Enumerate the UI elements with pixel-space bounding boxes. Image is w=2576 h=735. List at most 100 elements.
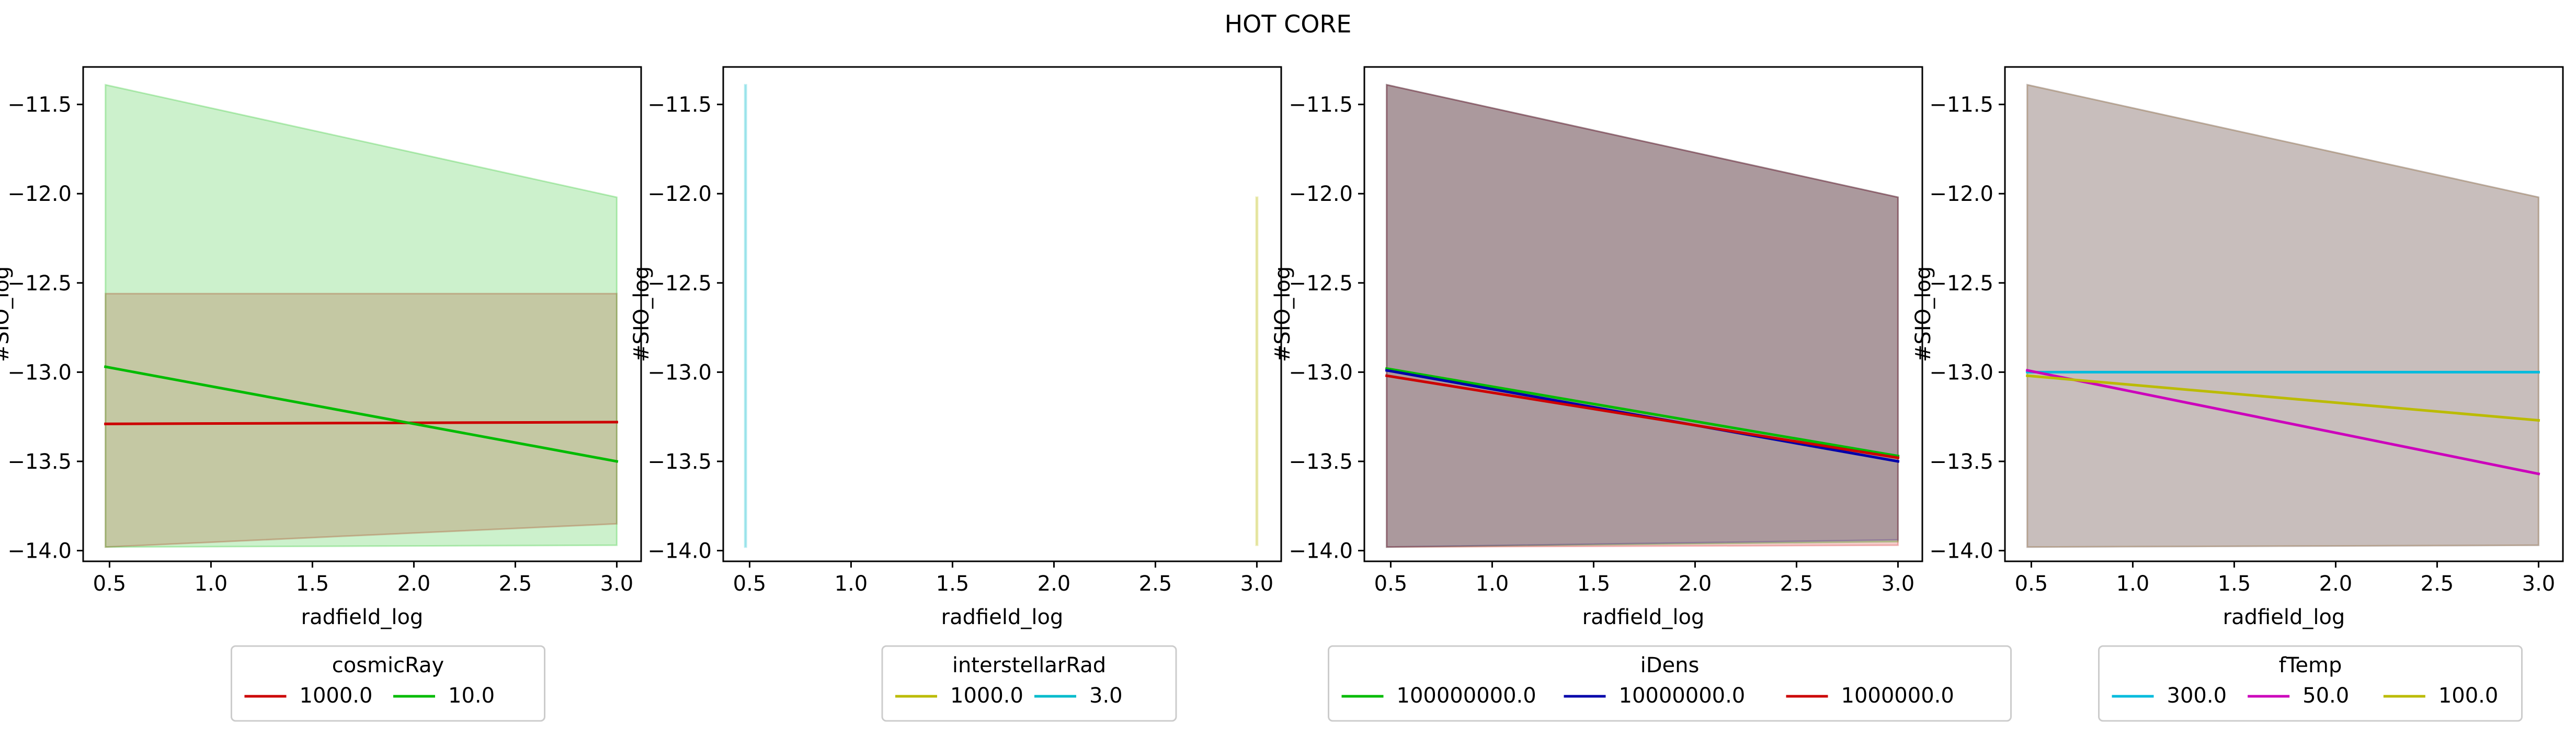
confidence-band [2026, 84, 2539, 548]
legend: iDens 100000000.0 10000000.0 1000000.0 [1328, 645, 2012, 722]
series-line [1385, 367, 1900, 458]
x-tick-label: 2.5 [499, 572, 532, 596]
plot-frame [2004, 66, 2564, 562]
series-line [2025, 374, 2540, 422]
series-line [1385, 374, 1900, 459]
x-axis-label: radfield_log [1582, 605, 1705, 629]
x-tick-label: 2.5 [2421, 572, 2454, 596]
y-tick-label: −12.5 [7, 272, 72, 296]
confidence-band [2026, 84, 2539, 548]
x-tick-label: 1.5 [1577, 572, 1611, 596]
y-axis-label: #SIO_log [1271, 266, 1295, 362]
legend-box [881, 645, 1177, 722]
y-tick-label: −14.0 [647, 539, 712, 563]
y-tick-label: −11.5 [1289, 93, 1353, 117]
series-line [104, 421, 618, 425]
x-tick-label: 2.0 [397, 572, 431, 596]
chart-panel-1: 0.5 1.0 1.5 2.0 2.5 3.0 −11.5 −12.0 −12.5 −13.0 −1… [0, 66, 642, 722]
legend-entry-label: 1000.0 [950, 684, 1023, 708]
confidence-band [744, 84, 747, 548]
y-tick-label: −11.5 [647, 93, 712, 117]
y-tick-label: −11.5 [7, 93, 72, 117]
y-tick-label: −12.0 [1929, 182, 1993, 206]
x-tick-label: 0.5 [93, 572, 127, 596]
x-axis-label: radfield_log [2223, 605, 2345, 629]
legend-entry-label: 10.0 [448, 684, 495, 708]
y-axis-label: #SIO_log [630, 266, 654, 362]
series-line [104, 365, 619, 463]
plot-frame [1363, 66, 1923, 562]
legend: interstellarRad 1000.0 3.0 [881, 645, 1177, 722]
x-tick-label: 1.0 [1476, 572, 1509, 596]
x-tick-label: 3.0 [1240, 572, 1274, 596]
x-tick-label: 1.0 [195, 572, 228, 596]
chart-panel-2: 0.5 1.0 1.5 2.0 2.5 3.0 −11.5 −12.0 −12.5 −13.0 −1… [630, 66, 1282, 722]
legend-title: iDens [1640, 653, 1700, 677]
legend-title: interstellarRad [952, 653, 1106, 677]
plot-frame [82, 66, 642, 562]
y-tick-label: −13.0 [647, 360, 712, 385]
x-tick-label: 2.5 [1780, 572, 1814, 596]
y-tick-label: −13.0 [1289, 360, 1353, 385]
y-tick-label: −13.5 [647, 450, 712, 474]
chart-panel-3: 0.5 1.0 1.5 2.0 2.5 3.0 −11.5 −12.0 −12.5 −13.0 −1… [1271, 66, 2012, 722]
x-tick-label: 2.0 [2319, 572, 2353, 596]
x-tick-label: 2.5 [1139, 572, 1172, 596]
series-line [2025, 369, 2540, 476]
y-tick-label: −12.0 [647, 182, 712, 206]
y-tick-label: −12.5 [647, 272, 712, 296]
x-tick-label: 1.5 [2218, 572, 2251, 596]
x-axis-label: radfield_log [941, 605, 1064, 629]
x-tick-label: 2.0 [1038, 572, 1071, 596]
x-tick-label: 1.5 [936, 572, 970, 596]
legend-entry-label: 50.0 [2303, 684, 2349, 708]
y-tick-label: −13.5 [1929, 450, 1993, 474]
chart-panel-4: 0.5 1.0 1.5 2.0 2.5 3.0 −11.5 −12.0 −12.5 −13.0 −1… [1911, 66, 2564, 722]
y-tick-label: −12.0 [1289, 182, 1353, 206]
y-tick-label: −14.0 [7, 539, 72, 563]
x-tick-label: 1.0 [2116, 572, 2150, 596]
legend-entry-label: 100.0 [2438, 684, 2499, 708]
confidence-band [1386, 84, 1899, 548]
legend-entry-label: 100000000.0 [1397, 684, 1536, 708]
x-tick-label: 2.0 [1679, 572, 1712, 596]
legend-box [1328, 645, 2012, 722]
y-tick-label: −12.5 [1289, 272, 1353, 296]
legend: cosmicRay 1000.0 10.0 [231, 645, 545, 722]
y-tick-label: −11.5 [1929, 93, 1993, 117]
y-tick-label: −13.0 [1929, 360, 1993, 385]
x-tick-label: 3.0 [600, 572, 634, 596]
y-tick-label: −13.5 [7, 450, 72, 474]
confidence-band [1386, 84, 1899, 548]
y-tick-label: −12.5 [1929, 272, 1993, 296]
y-axis-label: #SIO_log [0, 266, 14, 362]
x-axis-label: radfield_log [301, 605, 424, 629]
x-tick-label: 0.5 [2015, 572, 2048, 596]
y-tick-label: −12.0 [7, 182, 72, 206]
legend-entry-label: 1000000.0 [1841, 684, 1954, 708]
legend-title: cosmicRay [332, 653, 444, 677]
confidence-band [105, 292, 618, 548]
confidence-band [2026, 84, 2539, 548]
y-axis-label: #SIO_log [1911, 266, 1935, 362]
legend-entry-label: 3.0 [1089, 684, 1123, 708]
x-tick-label: 3.0 [2522, 572, 2556, 596]
confidence-band [1255, 196, 1259, 546]
legend: fTemp 300.0 50.0 100.0 [2098, 645, 2523, 722]
x-tick-label: 0.5 [1374, 572, 1408, 596]
legend-entry-label: 1000.0 [300, 684, 373, 708]
x-tick-label: 1.0 [835, 572, 868, 596]
legend-title: fTemp [2279, 653, 2342, 677]
x-tick-label: 0.5 [733, 572, 767, 596]
x-tick-label: 3.0 [1882, 572, 1915, 596]
y-tick-label: −14.0 [1929, 539, 1993, 563]
y-tick-label: −14.0 [1289, 539, 1353, 563]
y-tick-label: −13.5 [1289, 450, 1353, 474]
legend-entry-label: 300.0 [2167, 684, 2227, 708]
confidence-band [105, 84, 618, 548]
figure-title: HOT CORE [1225, 10, 1352, 38]
legend-box [2098, 645, 2523, 722]
legend-entry-label: 10000000.0 [1619, 684, 1746, 708]
plot-frame [722, 66, 1282, 562]
y-tick-label: −13.0 [7, 360, 72, 385]
